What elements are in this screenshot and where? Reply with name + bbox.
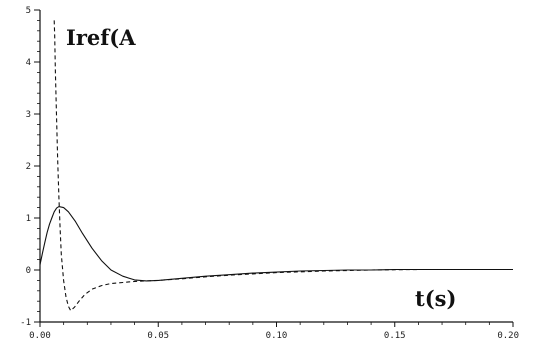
y-tick-label: 2	[26, 162, 31, 172]
x-tick-label: 0.15	[384, 331, 406, 341]
x-tick-label: 0.05	[147, 331, 169, 341]
x-tick-label: 0.10	[266, 331, 288, 341]
y-tick-label: 1	[26, 214, 31, 224]
series-layer	[39, 20, 513, 312]
x-tick-label: 0.20	[497, 331, 519, 341]
y-tick-label: 0	[26, 266, 31, 276]
x-ticks: 0.00 0.05 0.10 0.15 0.20	[29, 322, 519, 341]
x-tick-label: 0.00	[29, 331, 51, 341]
dashed-series-line	[53, 20, 513, 312]
y-tick-label: 5	[26, 6, 31, 16]
y-tick-label: -1	[20, 318, 31, 328]
y-ticks: -1 0 1 2 3 4 5	[20, 6, 40, 328]
y-tick-label: 3	[26, 110, 31, 120]
y-tick-label: 4	[26, 58, 31, 68]
y-axis-title: Iref(A	[66, 25, 136, 50]
x-axis-title: t(s)	[415, 286, 456, 311]
